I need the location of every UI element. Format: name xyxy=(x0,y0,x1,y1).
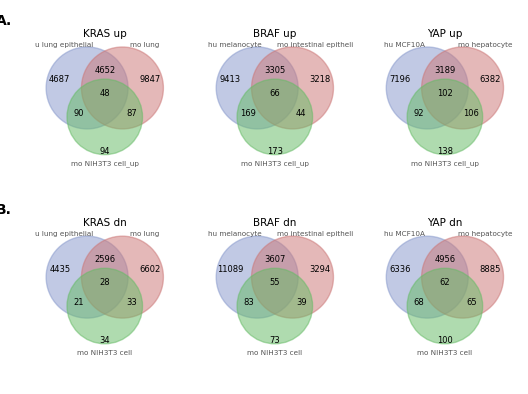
Circle shape xyxy=(386,47,468,129)
Circle shape xyxy=(81,47,163,129)
Circle shape xyxy=(216,47,298,129)
Text: mo intestinal epitheli: mo intestinal epitheli xyxy=(277,42,353,48)
Text: A.: A. xyxy=(0,14,12,28)
Text: 62: 62 xyxy=(440,278,450,287)
Circle shape xyxy=(251,236,334,318)
Circle shape xyxy=(67,79,143,154)
Text: mo NIH3T3 cell: mo NIH3T3 cell xyxy=(77,350,133,356)
Text: mo NIH3T3 cell: mo NIH3T3 cell xyxy=(417,350,473,356)
Text: 7196: 7196 xyxy=(389,75,411,84)
Text: hu MCF10A: hu MCF10A xyxy=(384,231,425,237)
Text: 3218: 3218 xyxy=(309,75,331,84)
Text: 87: 87 xyxy=(126,109,137,118)
Text: 4652: 4652 xyxy=(94,66,115,75)
Text: 6602: 6602 xyxy=(139,265,161,273)
Circle shape xyxy=(251,47,334,129)
Text: u lung epithelial: u lung epithelial xyxy=(35,42,94,48)
Text: YAP dn: YAP dn xyxy=(427,217,463,228)
Text: 102: 102 xyxy=(437,89,453,98)
Circle shape xyxy=(46,47,128,129)
Text: mo intestinal epitheli: mo intestinal epitheli xyxy=(277,231,353,237)
Text: mo hepatocyte: mo hepatocyte xyxy=(458,42,512,48)
Circle shape xyxy=(46,236,128,318)
Circle shape xyxy=(386,236,468,318)
Circle shape xyxy=(237,79,313,154)
Text: 3294: 3294 xyxy=(309,265,331,273)
Text: B.: B. xyxy=(0,203,12,217)
Text: 9413: 9413 xyxy=(219,75,240,84)
Text: 4687: 4687 xyxy=(49,75,70,84)
Text: 106: 106 xyxy=(464,109,479,118)
Text: 3607: 3607 xyxy=(264,255,286,264)
Text: 138: 138 xyxy=(437,147,453,156)
Text: 34: 34 xyxy=(99,336,110,345)
Text: 21: 21 xyxy=(73,298,83,307)
Text: 48: 48 xyxy=(99,89,110,98)
Circle shape xyxy=(237,268,313,344)
Text: 33: 33 xyxy=(126,298,137,307)
Text: 11089: 11089 xyxy=(216,265,243,273)
Text: 28: 28 xyxy=(99,278,110,287)
Text: 173: 173 xyxy=(267,147,283,156)
Text: hu MCF10A: hu MCF10A xyxy=(384,42,425,48)
Text: 39: 39 xyxy=(296,298,307,307)
Text: hu melanocyte: hu melanocyte xyxy=(208,231,261,237)
Text: 90: 90 xyxy=(73,109,83,118)
Text: 6336: 6336 xyxy=(389,265,411,273)
Text: 3305: 3305 xyxy=(264,66,286,75)
Text: 6382: 6382 xyxy=(479,75,501,84)
Text: BRAF dn: BRAF dn xyxy=(253,217,297,228)
Text: 44: 44 xyxy=(296,109,307,118)
Circle shape xyxy=(407,268,483,344)
Text: 83: 83 xyxy=(243,298,253,307)
Text: mo lung: mo lung xyxy=(130,231,159,237)
Text: mo NIH3T3 cell: mo NIH3T3 cell xyxy=(247,350,303,356)
Circle shape xyxy=(67,268,143,344)
Text: KRAS up: KRAS up xyxy=(83,28,127,39)
Text: 2596: 2596 xyxy=(94,255,115,264)
Circle shape xyxy=(216,236,298,318)
Text: 100: 100 xyxy=(437,336,453,345)
Text: 9847: 9847 xyxy=(139,75,161,84)
Text: 73: 73 xyxy=(269,336,280,345)
Text: 4435: 4435 xyxy=(49,265,70,273)
Circle shape xyxy=(421,236,504,318)
Text: mo hepatocyte: mo hepatocyte xyxy=(458,231,512,237)
Text: mo NIH3T3 cell_up: mo NIH3T3 cell_up xyxy=(71,160,139,167)
Circle shape xyxy=(407,79,483,154)
Text: YAP up: YAP up xyxy=(427,28,463,39)
Text: 92: 92 xyxy=(413,109,423,118)
Text: 66: 66 xyxy=(269,89,280,98)
Text: u lung epithelial: u lung epithelial xyxy=(35,231,94,237)
Text: 55: 55 xyxy=(270,278,280,287)
Text: 4956: 4956 xyxy=(435,255,456,264)
Text: mo NIH3T3 cell_up: mo NIH3T3 cell_up xyxy=(241,160,309,167)
Circle shape xyxy=(81,236,163,318)
Text: mo lung: mo lung xyxy=(130,42,159,48)
Text: mo NIH3T3 cell_up: mo NIH3T3 cell_up xyxy=(411,160,479,167)
Text: 8885: 8885 xyxy=(479,265,501,273)
Text: 169: 169 xyxy=(240,109,256,118)
Text: 94: 94 xyxy=(99,147,110,156)
Circle shape xyxy=(421,47,504,129)
Text: BRAF up: BRAF up xyxy=(253,28,297,39)
Text: KRAS dn: KRAS dn xyxy=(83,217,127,228)
Text: 65: 65 xyxy=(466,298,477,307)
Text: 3189: 3189 xyxy=(434,66,456,75)
Text: 68: 68 xyxy=(413,298,424,307)
Text: hu melanocyte: hu melanocyte xyxy=(208,42,261,48)
